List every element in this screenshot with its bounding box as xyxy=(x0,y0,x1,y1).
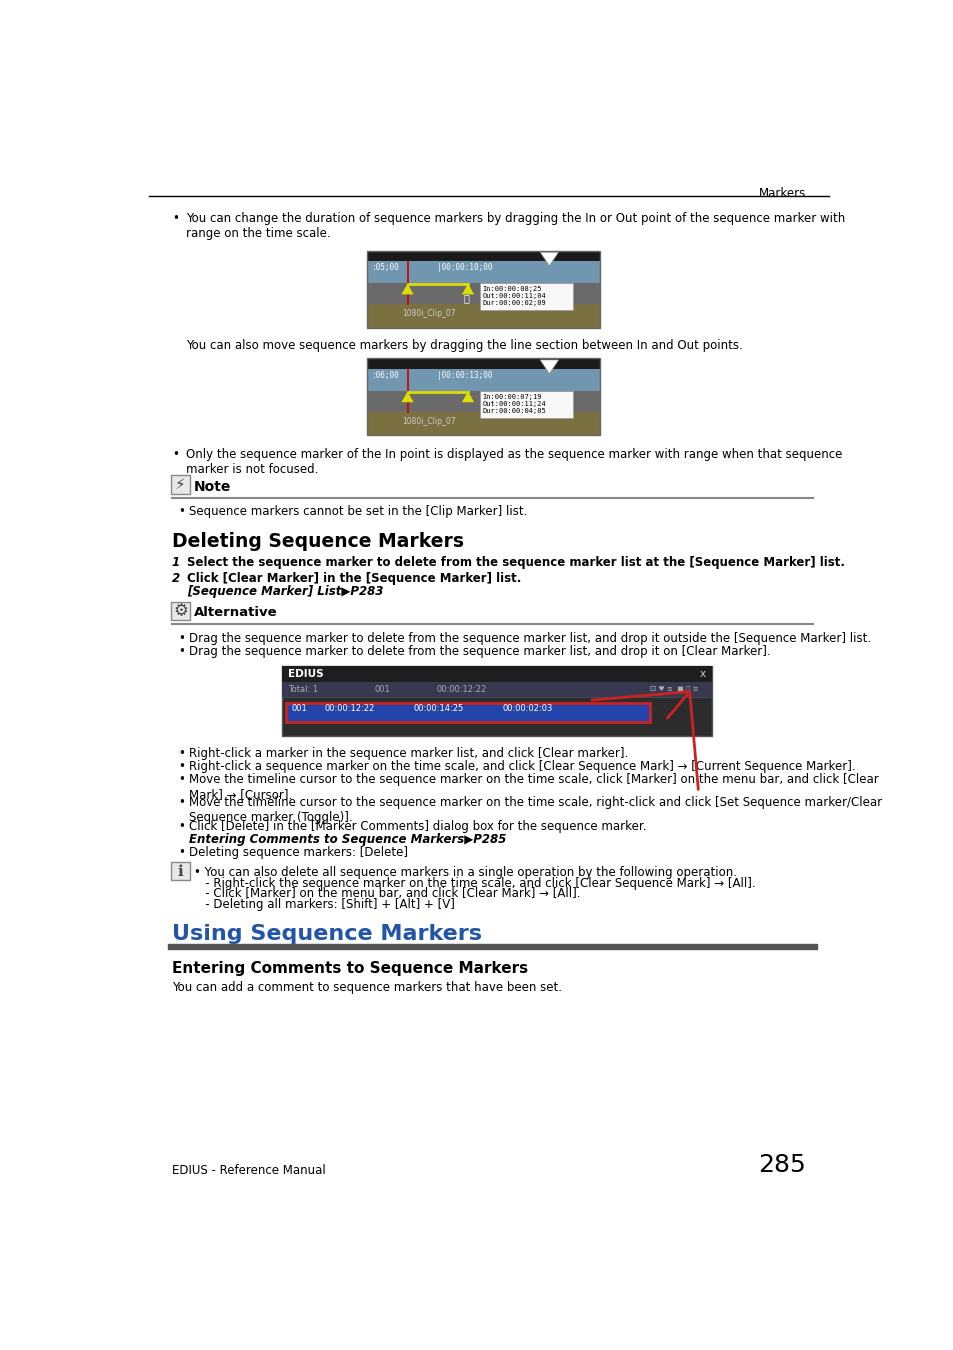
Text: Click [Clear Marker] in the [Sequence Marker] list.: Click [Clear Marker] in the [Sequence Ma… xyxy=(187,571,521,585)
Text: ⤵: ⤵ xyxy=(463,293,469,302)
Polygon shape xyxy=(539,360,558,374)
Text: :06;00: :06;00 xyxy=(371,371,398,379)
Text: 285: 285 xyxy=(758,1153,805,1177)
Text: Drag the sequence marker to delete from the sequence marker list, and drop it on: Drag the sequence marker to delete from … xyxy=(189,645,770,657)
Text: - Click [Marker] on the menu bar, and click [Clear Mark] → [All].: - Click [Marker] on the menu bar, and cl… xyxy=(193,887,579,900)
Text: Right-click a sequence marker on the time scale, and click [Clear Sequence Mark]: Right-click a sequence marker on the tim… xyxy=(189,760,855,774)
Text: •: • xyxy=(178,796,185,810)
Text: [Sequence Marker] List▶P283: [Sequence Marker] List▶P283 xyxy=(187,586,383,598)
Text: •: • xyxy=(178,505,185,518)
Text: EDIUS: EDIUS xyxy=(288,670,323,679)
FancyBboxPatch shape xyxy=(367,305,599,328)
Text: |00:00:10;00: |00:00:10;00 xyxy=(436,263,492,271)
Text: •: • xyxy=(178,774,185,787)
FancyBboxPatch shape xyxy=(171,602,190,620)
Text: 00:00:12:22: 00:00:12:22 xyxy=(324,705,375,713)
Text: You can also move sequence markers by dragging the line section between In and O: You can also move sequence markers by dr… xyxy=(186,339,741,352)
FancyBboxPatch shape xyxy=(282,667,711,682)
Text: •: • xyxy=(172,212,178,225)
Text: Move the timeline cursor to the sequence marker on the time scale, right-click a: Move the timeline cursor to the sequence… xyxy=(189,796,882,825)
Text: x: x xyxy=(700,670,705,679)
Text: - Right-click the sequence marker on the time scale, and click [Clear Sequence M: - Right-click the sequence marker on the… xyxy=(193,876,755,890)
Text: Deleting Sequence Markers: Deleting Sequence Markers xyxy=(172,532,463,551)
Text: Entering Comments to Sequence Markers▶P285: Entering Comments to Sequence Markers▶P2… xyxy=(189,833,506,845)
Text: - Deleting all markers: [Shift] + [Alt] + [V]: - Deleting all markers: [Shift] + [Alt] … xyxy=(193,898,454,911)
Text: Total: 1: Total: 1 xyxy=(288,684,318,694)
Text: |00:00:13;00: |00:00:13;00 xyxy=(436,371,492,379)
Text: •: • xyxy=(172,448,178,462)
Polygon shape xyxy=(461,284,474,294)
FancyBboxPatch shape xyxy=(367,262,599,284)
Polygon shape xyxy=(401,284,414,294)
Text: Sequence markers cannot be set in the [Clip Marker] list.: Sequence markers cannot be set in the [C… xyxy=(189,505,527,518)
Text: 00:00:02:03: 00:00:02:03 xyxy=(502,705,553,713)
Text: Deleting sequence markers: [Delete]: Deleting sequence markers: [Delete] xyxy=(189,845,408,859)
Text: Entering Comments to Sequence Markers: Entering Comments to Sequence Markers xyxy=(172,961,528,976)
Text: Move the timeline cursor to the sequence marker on the time scale, click [Marker: Move the timeline cursor to the sequence… xyxy=(189,774,878,802)
Text: •: • xyxy=(178,845,185,859)
Text: Only the sequence marker of the In point is displayed as the sequence marker wit: Only the sequence marker of the In point… xyxy=(186,448,841,477)
FancyBboxPatch shape xyxy=(286,703,649,722)
FancyBboxPatch shape xyxy=(367,251,599,328)
Text: In:00:00:07;19
Out:00:00:11;24
Dur:00:00:04;05: In:00:00:07;19 Out:00:00:11;24 Dur:00:00… xyxy=(482,394,546,413)
Text: Note: Note xyxy=(193,481,231,494)
Text: Using Sequence Markers: Using Sequence Markers xyxy=(172,925,481,944)
FancyBboxPatch shape xyxy=(171,475,190,494)
FancyBboxPatch shape xyxy=(282,667,711,736)
Text: 1080i_Clip_07: 1080i_Clip_07 xyxy=(402,309,456,319)
Text: ⚡: ⚡ xyxy=(175,477,186,493)
Text: 001: 001 xyxy=(375,684,391,694)
Text: In:00:00:08;25
Out:00:00:11;04
Dur:00:00:02;09: In:00:00:08;25 Out:00:00:11;04 Dur:00:00… xyxy=(482,286,546,306)
Text: • You can also delete all sequence markers in a single operation by the followin: • You can also delete all sequence marke… xyxy=(193,865,736,879)
Text: Right-click a marker in the sequence marker list, and click [Clear marker].: Right-click a marker in the sequence mar… xyxy=(189,747,628,760)
FancyBboxPatch shape xyxy=(367,358,599,435)
FancyBboxPatch shape xyxy=(367,390,599,412)
FancyBboxPatch shape xyxy=(367,251,599,262)
Text: •: • xyxy=(178,645,185,657)
FancyBboxPatch shape xyxy=(367,358,599,369)
FancyBboxPatch shape xyxy=(479,390,572,417)
Text: You can add a comment to sequence markers that have been set.: You can add a comment to sequence marker… xyxy=(172,981,561,995)
Polygon shape xyxy=(539,252,558,266)
Text: 1080i_Clip_07: 1080i_Clip_07 xyxy=(402,417,456,425)
FancyBboxPatch shape xyxy=(171,861,190,880)
Text: ⚀ ♥ ≡  ■ ⎘ ≡: ⚀ ♥ ≡ ■ ⎘ ≡ xyxy=(649,684,698,691)
Text: Alternative: Alternative xyxy=(193,606,277,620)
Text: •: • xyxy=(178,760,185,774)
Text: 1: 1 xyxy=(172,556,180,570)
Text: 00:00:14:25: 00:00:14:25 xyxy=(414,705,463,713)
Text: ⚙: ⚙ xyxy=(172,602,188,620)
Text: You can change the duration of sequence markers by dragging the In or Out point : You can change the duration of sequence … xyxy=(186,212,844,240)
Text: ℹ: ℹ xyxy=(177,864,183,879)
Text: •: • xyxy=(178,632,185,645)
FancyBboxPatch shape xyxy=(282,682,711,697)
Text: 00:00:12:22: 00:00:12:22 xyxy=(436,684,487,694)
Text: •: • xyxy=(178,747,185,760)
Text: EDIUS - Reference Manual: EDIUS - Reference Manual xyxy=(172,1164,325,1177)
FancyBboxPatch shape xyxy=(367,412,599,435)
Text: Select the sequence marker to delete from the sequence marker list at the [Seque: Select the sequence marker to delete fro… xyxy=(187,556,844,570)
Text: 001: 001 xyxy=(291,705,307,713)
Polygon shape xyxy=(461,392,474,402)
Text: 2: 2 xyxy=(172,571,180,585)
Text: Drag the sequence marker to delete from the sequence marker list, and drop it ou: Drag the sequence marker to delete from … xyxy=(189,632,870,645)
Text: •: • xyxy=(178,819,185,833)
Text: :05;00: :05;00 xyxy=(371,263,398,271)
FancyBboxPatch shape xyxy=(367,284,599,305)
Text: Markers: Markers xyxy=(758,186,805,200)
FancyBboxPatch shape xyxy=(367,369,599,390)
FancyBboxPatch shape xyxy=(479,284,572,310)
Text: Click [Delete] in the [Marker Comments] dialog box for the sequence marker.: Click [Delete] in the [Marker Comments] … xyxy=(189,819,646,833)
Polygon shape xyxy=(401,392,414,402)
